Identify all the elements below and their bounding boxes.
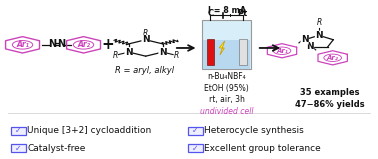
- Text: Ar₂: Ar₂: [327, 55, 339, 61]
- Text: Catalyst-free: Catalyst-free: [27, 144, 86, 153]
- Text: 35 examples: 35 examples: [301, 88, 360, 97]
- Text: N: N: [301, 35, 308, 44]
- FancyBboxPatch shape: [188, 127, 203, 135]
- Text: ✓: ✓: [15, 144, 22, 153]
- Text: R: R: [143, 29, 148, 38]
- Text: N: N: [315, 31, 323, 40]
- Text: Unique [3+2] cycloaddition: Unique [3+2] cycloaddition: [27, 126, 152, 135]
- Text: Excellent group tolerance: Excellent group tolerance: [204, 144, 321, 153]
- FancyBboxPatch shape: [11, 144, 26, 152]
- FancyBboxPatch shape: [11, 127, 26, 135]
- Text: +: +: [102, 37, 115, 52]
- Text: undivided cell: undivided cell: [200, 107, 253, 116]
- Text: N: N: [49, 39, 57, 49]
- Bar: [207, 39, 214, 65]
- Text: R: R: [112, 51, 118, 60]
- Bar: [203, 40, 250, 69]
- Text: R = aryl, alkyl: R = aryl, alkyl: [115, 66, 174, 75]
- Text: Pt: Pt: [238, 9, 248, 18]
- Text: 47−86% yields: 47−86% yields: [296, 100, 365, 109]
- Text: n-Bu₄NBF₄: n-Bu₄NBF₄: [208, 72, 246, 81]
- Text: R: R: [316, 18, 322, 27]
- Text: Ar₁: Ar₁: [16, 40, 29, 49]
- Text: EtOH (95%): EtOH (95%): [204, 84, 249, 93]
- Text: ✓: ✓: [192, 126, 199, 135]
- Bar: [239, 39, 246, 65]
- Text: N: N: [306, 42, 314, 51]
- Text: ✓: ✓: [192, 144, 199, 153]
- Text: ✓: ✓: [15, 126, 22, 135]
- Text: Ar₂: Ar₂: [77, 40, 90, 49]
- Text: N: N: [142, 35, 150, 44]
- Text: rt, air, 3h: rt, air, 3h: [209, 96, 245, 104]
- Text: N: N: [125, 48, 133, 57]
- Text: Ar₁: Ar₁: [276, 48, 288, 54]
- Polygon shape: [219, 41, 225, 55]
- FancyBboxPatch shape: [188, 144, 203, 152]
- Text: R: R: [174, 51, 179, 60]
- Text: N: N: [159, 48, 166, 57]
- Text: N: N: [57, 39, 65, 49]
- Text: Heterocycle synthesis: Heterocycle synthesis: [204, 126, 304, 135]
- Text: C: C: [208, 9, 214, 18]
- FancyBboxPatch shape: [202, 20, 251, 69]
- Text: I = 8 mA: I = 8 mA: [208, 6, 246, 15]
